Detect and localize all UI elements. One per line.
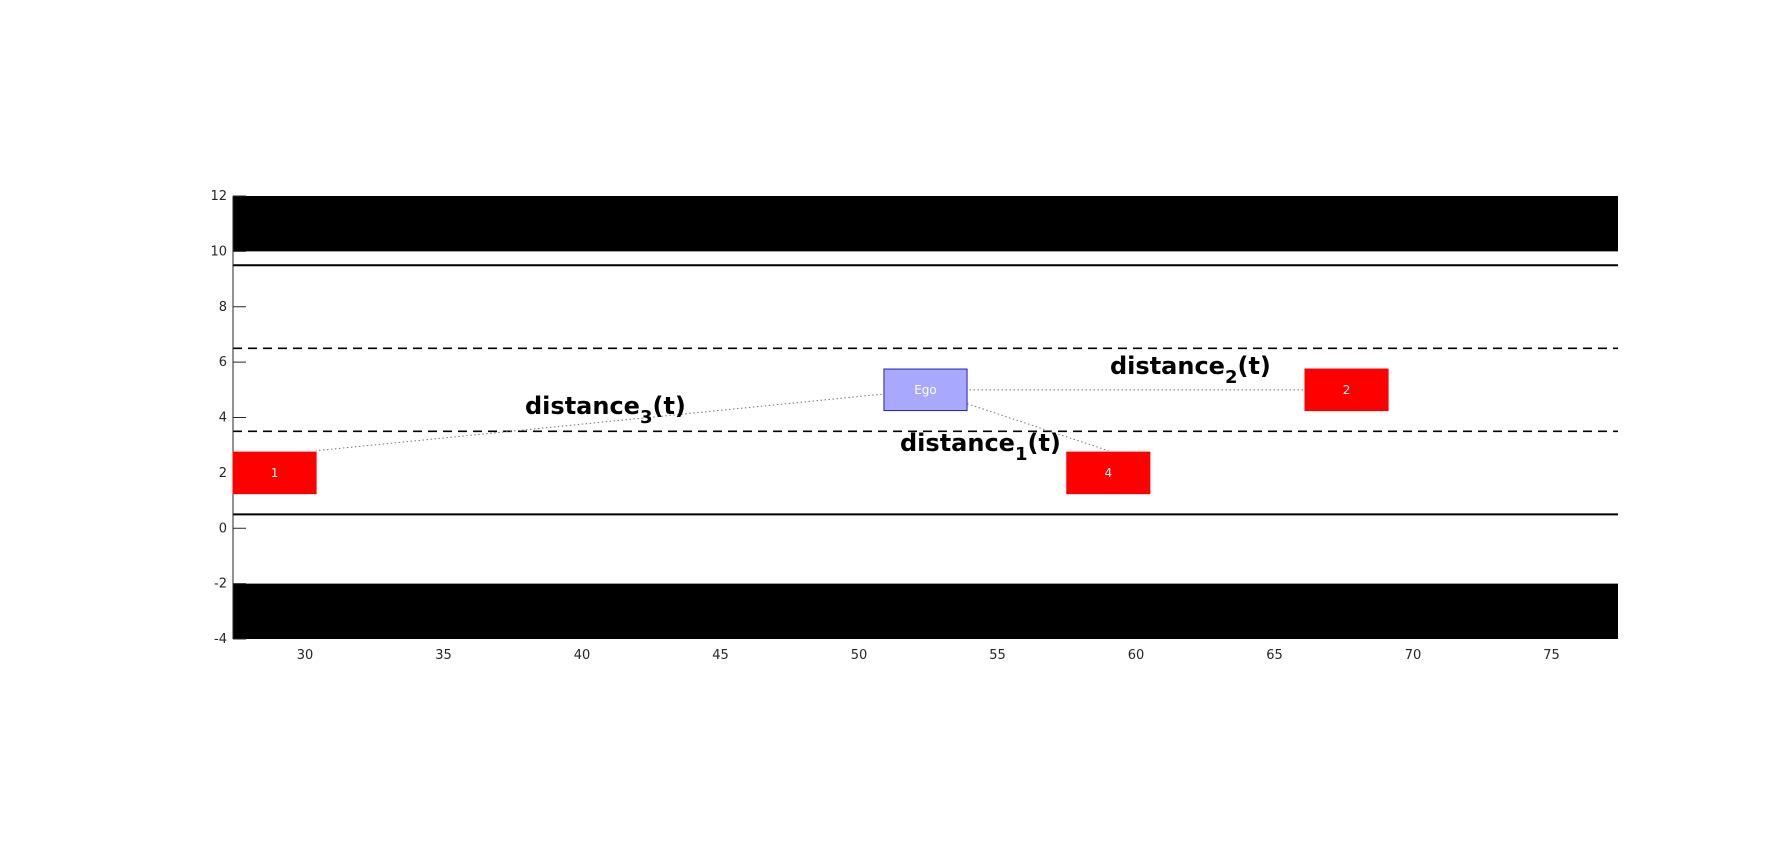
y-tick-label: 2 (219, 466, 227, 481)
y-tick-label: 6 (219, 355, 227, 370)
y-tick-label: 8 (219, 300, 227, 315)
x-tick-label: 75 (1543, 648, 1560, 663)
vehicle-label-1: 1 (271, 466, 279, 480)
x-tick-label: 30 (297, 648, 314, 663)
y-tick-label: -4 (214, 632, 227, 647)
y-tick-label: 12 (210, 189, 227, 204)
vehicle-ego (883, 368, 968, 412)
road-barriers (233, 196, 1618, 639)
x-tick-label: 50 (851, 648, 868, 663)
vehicle-4 (1066, 451, 1151, 495)
distance-labels: distance1(t) distance2(t) distance3(t) (525, 352, 1271, 465)
y-tick-label: 4 (219, 411, 227, 426)
y-tick-label: -2 (214, 577, 227, 592)
distance-label-1: distance1(t) (900, 429, 1061, 465)
x-tick-label: 40 (574, 648, 591, 663)
y-tick-label: 10 (210, 244, 227, 259)
x-tick-label: 60 (1128, 648, 1145, 663)
x-tick-label: 55 (989, 648, 1006, 663)
distance-lines (316, 389, 1305, 452)
vehicle-2 (1304, 368, 1389, 412)
barrier-1 (233, 196, 1618, 252)
distance-label-2: distance2(t) (1110, 352, 1271, 388)
x-tick-label: 35 (435, 648, 452, 663)
y-tick-label: 0 (219, 521, 227, 536)
distance-label-3: distance3(t) (525, 392, 686, 428)
vehicle-label-4: 4 (1104, 466, 1112, 480)
barrier-2 (233, 583, 1618, 639)
vehicle-label-2: 2 (1343, 383, 1351, 397)
x-tick-label: 65 (1266, 648, 1283, 663)
lane-lines (233, 264, 1618, 516)
x-tick-label: 45 (712, 648, 729, 663)
vehicle-1 (232, 451, 317, 495)
x-tick-label: 70 (1405, 648, 1422, 663)
vehicle-label-ego: Ego (914, 383, 937, 397)
vehicles: Ego 1 2 4 (232, 368, 1389, 495)
